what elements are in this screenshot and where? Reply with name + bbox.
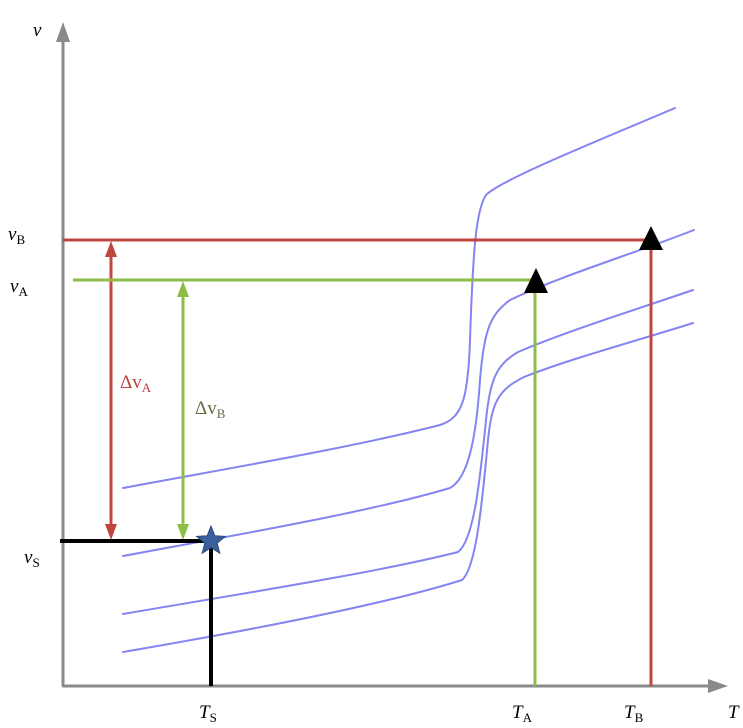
curves (122, 107, 695, 653)
triangle-icon (639, 226, 663, 250)
vB-label: vB (8, 224, 25, 247)
TA-label: TA (512, 702, 533, 725)
triangle-icon (524, 268, 548, 293)
red-guides (63, 238, 653, 686)
curve-2 (122, 229, 695, 557)
dvA-arrow-bottom (105, 524, 117, 540)
x-axis-label: T (728, 702, 740, 723)
vA-label: vA (10, 276, 28, 299)
dvB-label: ΔvB (195, 398, 226, 421)
TS-label: TS (199, 702, 217, 725)
dvB-arrow-bottom (177, 524, 189, 540)
black-guides (60, 539, 213, 686)
dvB-arrow-top (177, 281, 189, 297)
TB-label: TB (624, 702, 644, 725)
y-axis-arrow (56, 22, 70, 42)
dvA-label: ΔvA (120, 372, 152, 395)
markers (195, 226, 663, 555)
dvA-arrow-top (105, 241, 117, 257)
y-axis-label: v (33, 20, 42, 41)
axes (56, 22, 728, 693)
star-icon (195, 524, 227, 555)
curve-3 (122, 289, 694, 615)
green-guides (73, 278, 537, 686)
curve-4 (122, 322, 694, 653)
x-axis-arrow (708, 679, 728, 693)
vS-label: vS (24, 547, 40, 570)
curve-1 (122, 107, 676, 489)
